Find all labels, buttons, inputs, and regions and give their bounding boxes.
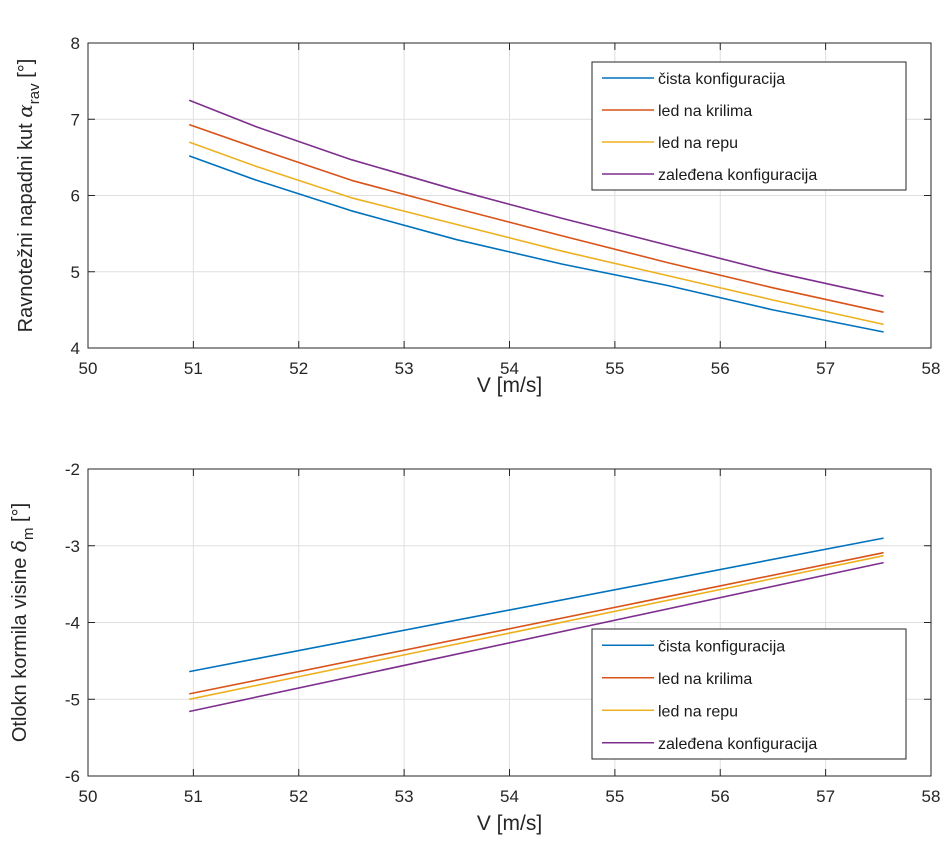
series-line <box>188 141 884 326</box>
y-tick-label: 8 <box>71 34 80 53</box>
x-tick-label: 54 <box>500 359 519 378</box>
y-tick-label: 6 <box>71 187 80 206</box>
y-tick-label: -4 <box>65 614 80 633</box>
y-tick-label: -6 <box>65 767 80 786</box>
series-line <box>189 537 884 673</box>
series-group <box>189 537 884 713</box>
y-tick-label: 4 <box>71 339 80 358</box>
x-tick-label: 53 <box>395 787 414 806</box>
y-axis-label-symbol: δ <box>7 540 31 552</box>
x-tick-label: 51 <box>184 787 203 806</box>
y-axis-label-subscript: m <box>20 528 37 541</box>
series-line <box>188 155 884 333</box>
x-axis-label: V [m/s] <box>477 812 542 835</box>
y-tick-label: -5 <box>65 690 80 709</box>
legend-label: led na krilima <box>658 103 752 120</box>
legend-label: čista konfiguracija <box>658 71 785 88</box>
y-axis-label-symbol: α <box>13 104 37 118</box>
y-axis-label-subscript: rav <box>26 83 43 104</box>
y-tick-label: 7 <box>71 110 80 129</box>
legend: čista konfiguracija led na krilima led na … <box>591 61 907 191</box>
y-axis-label-unit: [°] <box>15 59 37 84</box>
x-tick-label: 55 <box>605 787 624 806</box>
series-line <box>188 99 884 297</box>
x-tick-label: 56 <box>711 359 730 378</box>
legend-label: zaleđena konfiguracija <box>658 167 817 184</box>
series-line <box>189 554 884 701</box>
y-axis-label-text: Ravnotežni napadni kut <box>15 118 37 333</box>
ticks: 50 51 52 53 54 55 56 57 58 -6 -5 -4 -3 -2 <box>65 460 941 806</box>
y-axis-label: Ravnotežni napadni kut αrav [°] <box>13 59 43 333</box>
legend-label: zaleđena konfiguracija <box>658 736 817 753</box>
y-axis-label-unit: [°] <box>9 503 31 528</box>
x-tick-label: 58 <box>922 359 941 378</box>
series-line <box>189 561 884 713</box>
x-tick-label: 57 <box>816 787 835 806</box>
chart-elevator-deflection: 50 51 52 53 54 55 56 57 58 -6 -5 -4 -3 -2 V [m/s] Otlok… <box>7 460 940 835</box>
x-tick-label: 50 <box>79 787 98 806</box>
x-tick-label: 53 <box>395 359 414 378</box>
y-tick-label: -3 <box>65 537 80 556</box>
y-tick-label: -2 <box>65 460 80 479</box>
x-tick-label: 57 <box>816 359 835 378</box>
series-line <box>188 123 884 313</box>
legend-label: led na krilima <box>658 671 752 688</box>
x-axis-label: V [m/s] <box>477 374 542 397</box>
y-axis-label-text: Otlokn kormila visine <box>9 552 31 742</box>
y-tick-label: 5 <box>71 263 80 282</box>
x-tick-label: 58 <box>922 787 941 806</box>
legend-box <box>591 628 907 760</box>
x-tick-label: 54 <box>500 787 519 806</box>
legend-label: čista konfiguracija <box>658 638 785 655</box>
series-line <box>189 551 884 695</box>
x-tick-label: 52 <box>289 359 308 378</box>
legend: čista konfiguracija led na krilima led na … <box>591 628 907 760</box>
y-axis-label: Otlokn kormila visine δm [°] <box>7 503 37 742</box>
series-group <box>188 99 884 333</box>
x-tick-label: 51 <box>184 359 203 378</box>
legend-label: led na repu <box>658 135 738 152</box>
x-tick-label: 50 <box>79 359 98 378</box>
legend-label: led na repu <box>658 703 738 720</box>
x-tick-label: 56 <box>711 787 730 806</box>
legend-box <box>591 61 907 191</box>
x-tick-label: 52 <box>289 787 308 806</box>
x-tick-label: 55 <box>605 359 624 378</box>
